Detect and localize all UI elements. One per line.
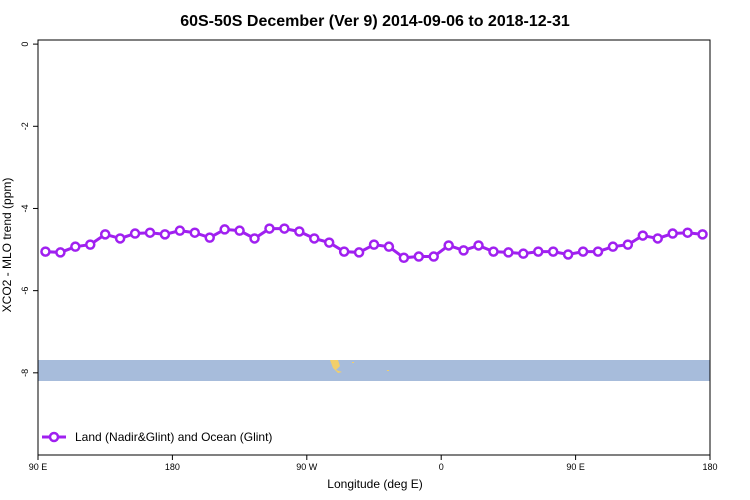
point	[577, 246, 589, 257]
land-patch	[387, 370, 389, 371]
point	[353, 247, 365, 258]
point	[309, 233, 320, 244]
y-tick-label: -4	[20, 204, 30, 212]
point	[264, 223, 275, 234]
point	[70, 241, 81, 252]
point	[592, 246, 604, 257]
point	[637, 230, 649, 241]
y-axis-label: XCO2 - MLO trend (ppm)	[0, 178, 14, 313]
x-tick-label: 90 W	[296, 462, 318, 472]
point	[85, 239, 96, 250]
point	[533, 246, 544, 257]
x-tick-label: 90 E	[29, 462, 48, 472]
point	[547, 246, 559, 257]
point	[488, 246, 499, 257]
land-patch	[330, 360, 342, 373]
point	[607, 241, 619, 252]
legend-label: Land (Nadir&Glint) and Ocean (Glint)	[75, 430, 272, 444]
point	[667, 228, 678, 239]
point	[249, 233, 260, 244]
point	[503, 247, 514, 258]
point	[622, 239, 634, 250]
point	[338, 246, 350, 257]
map-strip	[38, 360, 710, 381]
point	[204, 232, 215, 243]
point	[458, 245, 469, 256]
point	[99, 229, 111, 240]
legend-marker	[48, 431, 60, 443]
x-tick-label: 180	[165, 462, 180, 472]
point	[40, 246, 51, 257]
point	[323, 237, 335, 248]
point	[697, 229, 708, 240]
point	[682, 227, 693, 238]
point	[114, 233, 126, 244]
point	[174, 225, 186, 236]
y-tick-label: -2	[20, 122, 30, 130]
point	[443, 240, 454, 251]
point	[129, 228, 141, 239]
point	[562, 249, 574, 260]
point	[428, 251, 439, 262]
point	[144, 227, 156, 238]
point	[55, 247, 66, 258]
point	[398, 252, 410, 264]
point	[413, 251, 425, 262]
point	[159, 229, 171, 240]
chart-title: 60S-50S December (Ver 9) 2014-09-06 to 2…	[180, 13, 570, 30]
point	[279, 223, 290, 234]
point	[518, 248, 529, 259]
y-tick-label: -6	[20, 287, 30, 295]
point	[294, 226, 305, 237]
point	[652, 233, 663, 244]
y-tick-label: 0	[20, 42, 30, 47]
land-patch	[352, 362, 354, 363]
point	[368, 239, 380, 250]
point	[383, 241, 395, 252]
x-tick-label: 90 E	[566, 462, 585, 472]
y-tick-label: -8	[20, 369, 30, 377]
point	[234, 225, 245, 236]
x-tick-label: 0	[439, 462, 444, 472]
x-axis-label: Longitude (deg E)	[327, 477, 422, 491]
x-tick-label: 180	[702, 462, 717, 472]
plot-frame	[37, 39, 711, 456]
point	[219, 224, 230, 235]
point	[189, 227, 201, 238]
point	[473, 240, 484, 251]
